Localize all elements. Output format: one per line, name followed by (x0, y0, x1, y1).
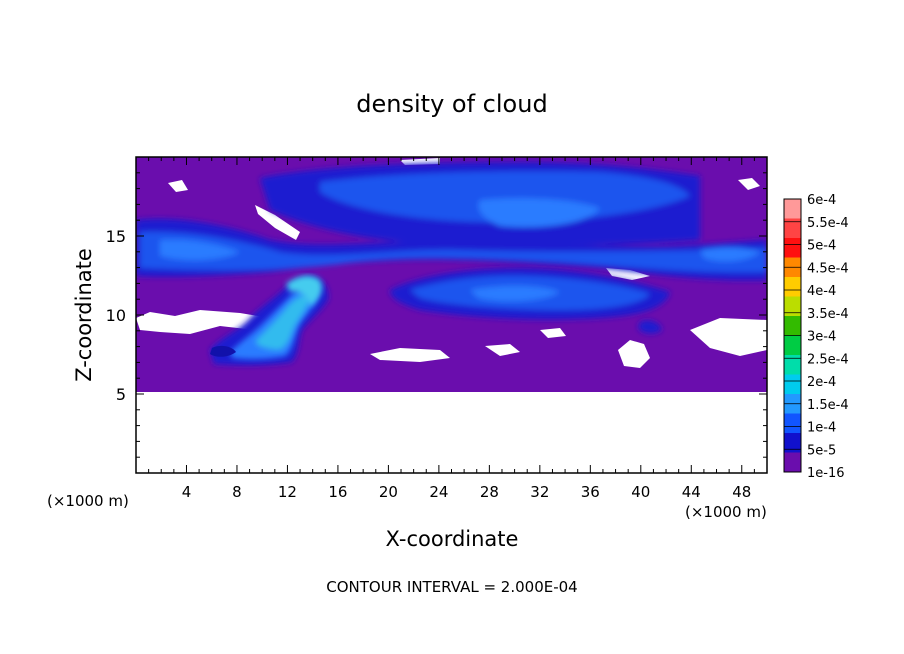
middle-cloud-band (390, 268, 670, 334)
y-tick-label: 15 (106, 227, 126, 246)
y-axis-label: Z-coordinate (72, 248, 96, 382)
x-tick-label: 48 (732, 483, 751, 501)
colorbar-label: 5e-4 (807, 239, 836, 254)
clear-air-gaps (136, 158, 767, 368)
colorbar-label: 6e-4 (807, 193, 836, 208)
colorbar-label: 5e-5 (807, 443, 836, 458)
colorbar-swatch (784, 355, 801, 375)
colorbar-swatch (784, 277, 801, 297)
y-tick-label: 5 (116, 385, 126, 404)
x-tick-label: 24 (429, 483, 448, 501)
colorbar-label: 2e-4 (807, 375, 836, 390)
contour-interval-note: CONTOUR INTERVAL = 2.000E-04 (326, 578, 577, 596)
colorbar-swatch (784, 452, 801, 473)
x-tick-label: 36 (581, 483, 600, 501)
colorbar-label: 3.5e-4 (807, 307, 849, 322)
colorbar-legend: 6e-4 5.5e-4 5e-4 4.5e-4 4e-4 3.5e-4 3e-4 2.5e-4… (783, 193, 849, 481)
plot-area (136, 157, 767, 473)
x-tick-label: 4 (182, 483, 192, 501)
x-tick-label: 20 (379, 483, 398, 501)
x-axis-ticks: 4 8 12 16 20 24 28 32 36 40 44 48 (148, 157, 755, 501)
x-axis-label: X-coordinate (386, 527, 519, 551)
x-tick-label: 16 (328, 483, 347, 501)
y-tick-label: 10 (106, 306, 126, 325)
colorbar-swatch (784, 296, 801, 317)
chart-title: density of cloud (356, 90, 547, 118)
colorbar-swatch (784, 374, 801, 395)
y-axis-ticks: 5 10 15 (106, 172, 767, 458)
colorbar-swatch (784, 335, 801, 356)
colorbar-swatch (784, 199, 801, 219)
x-tick-label: 44 (682, 483, 701, 501)
colorbar-swatch (784, 238, 801, 258)
upper-cloud-band (136, 162, 767, 281)
colorbar-label: 1.5e-4 (807, 398, 849, 413)
colorbar-swatch (784, 413, 801, 434)
colorbar-swatch (784, 316, 801, 336)
convective-plume (210, 275, 329, 366)
colorbar-label: 3e-4 (807, 330, 836, 345)
x-tick-label: 12 (278, 483, 297, 501)
x-tick-label: 8 (232, 483, 242, 501)
colorbar-label: 1e-4 (807, 421, 836, 436)
colorbar-label: 4e-4 (807, 284, 836, 299)
x-unit-left: (×1000 m) (47, 492, 129, 510)
x-tick-label: 28 (480, 483, 499, 501)
x-tick-label: 40 (631, 483, 650, 501)
colorbar-swatch (784, 218, 801, 239)
colorbar-swatch (784, 433, 801, 453)
clear-air-below-cloud-base (136, 392, 767, 473)
colorbar-label: 2.5e-4 (807, 352, 849, 367)
x-tick-label: 32 (530, 483, 549, 501)
colorbar-label: 1e-16 (807, 466, 845, 481)
colorbar-label: 5.5e-4 (807, 216, 849, 231)
x-unit-right: (×1000 m) (685, 503, 767, 521)
colorbar-label: 4.5e-4 (807, 261, 849, 276)
